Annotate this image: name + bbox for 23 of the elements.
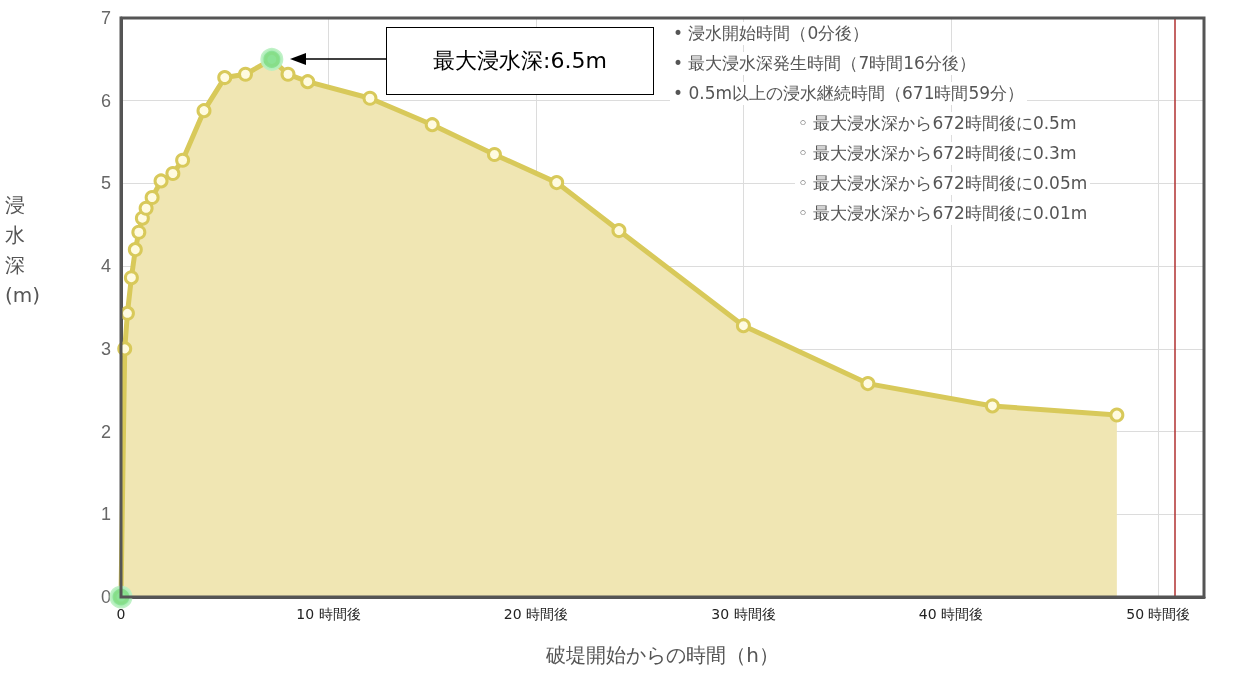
x-tick-label: 20 時間後 [503, 606, 569, 622]
y-axis-title: 浸水深 (m) [5, 193, 41, 307]
y-tick-label: 6 [100, 90, 111, 111]
x-tick-label: 50 時間後 [1126, 606, 1191, 622]
x-tick-label: 0 [116, 606, 126, 622]
y-tick-label: 4 [100, 256, 111, 277]
y-tick-label: 5 [100, 173, 111, 194]
annotation: ◦ 最大浸水深から672時間後に0.5m [795, 112, 1080, 135]
y-tick-label: 3 [100, 338, 111, 359]
annotation: ◦ 最大浸水深から672時間後に0.3m [795, 142, 1080, 165]
x-axis-title: 破堤開始からの時間（h） [545, 643, 779, 667]
annotation: • 0.5m以上の浸水継続時間（671時間59分） [670, 82, 1028, 105]
y-tick-label: 1 [100, 504, 111, 525]
annotation: ◦ 最大浸水深から672時間後に0.05m [795, 172, 1091, 195]
annotation: • 最大浸水深発生時間（7時間16分後） [670, 52, 979, 75]
annotation: ◦ 最大浸水深から672時間後に0.01m [795, 202, 1091, 225]
y-tick-label: 2 [100, 421, 111, 442]
x-tick-label: 40 時間後 [918, 606, 984, 622]
x-tick-label: 10 時間後 [296, 606, 361, 622]
x-tick-label: 30 時間後 [711, 606, 776, 622]
y-tick-label: 7 [100, 8, 111, 28]
annotation: • 浸水開始時間（0分後） [670, 22, 873, 45]
y-tick-label: 0 [100, 587, 111, 607]
